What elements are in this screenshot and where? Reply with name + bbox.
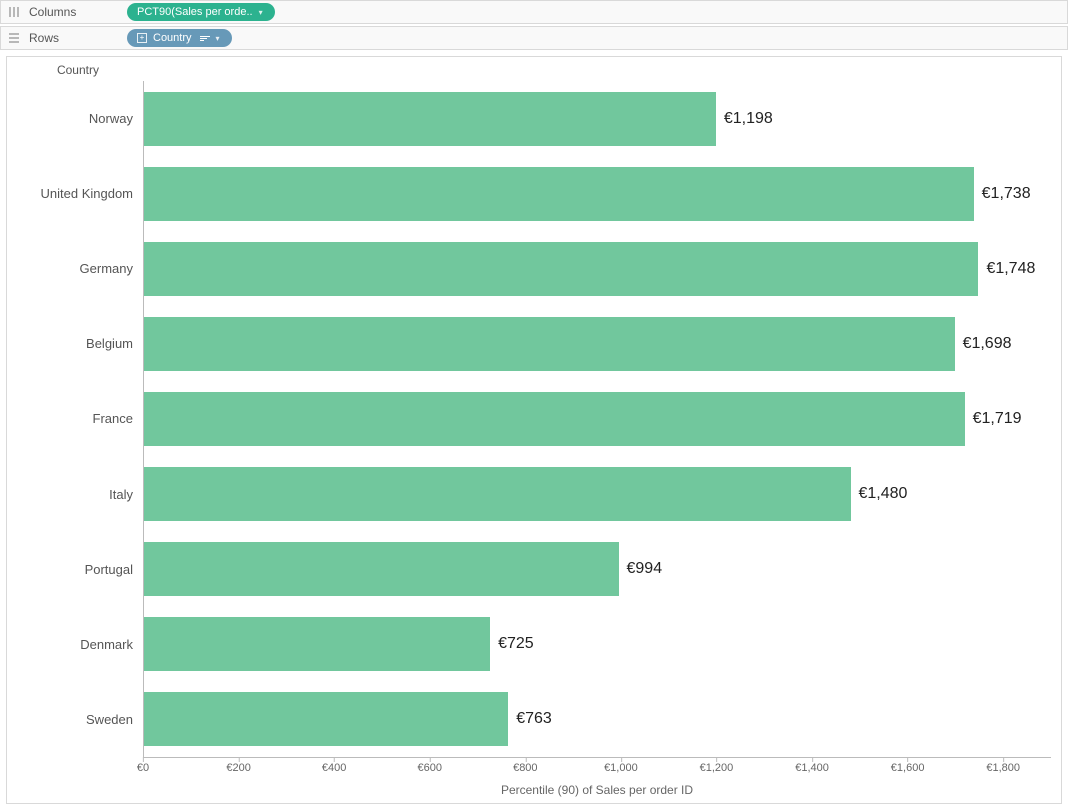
- bar-value-label: €1,480: [859, 485, 908, 503]
- bar[interactable]: [144, 317, 955, 371]
- bar-value-label: €1,719: [973, 410, 1022, 428]
- bar[interactable]: [144, 167, 974, 221]
- bar-row[interactable]: €763: [144, 682, 1051, 757]
- bar-row[interactable]: €1,738: [144, 156, 1051, 231]
- bar-row[interactable]: €1,719: [144, 381, 1051, 456]
- chart-body: NorwayUnited KingdomGermanyBelgiumFrance…: [13, 81, 1051, 757]
- axis-spacer: [13, 757, 143, 799]
- row-header-title: Country: [13, 63, 143, 77]
- bar-value-label: €763: [516, 710, 552, 728]
- rows-shelf[interactable]: Rows + Country ▾: [0, 26, 1068, 50]
- bar[interactable]: [144, 692, 508, 746]
- axis-tick: €400: [322, 762, 346, 774]
- columns-shelf[interactable]: Columns PCT90(Sales per orde.. ▾: [0, 0, 1068, 24]
- bar[interactable]: [144, 242, 978, 296]
- columns-icon: [7, 5, 21, 19]
- rows-pill[interactable]: + Country ▾: [127, 29, 232, 47]
- bar-row[interactable]: €1,198: [144, 81, 1051, 156]
- root: Columns PCT90(Sales per orde.. ▾ Rows + …: [0, 0, 1068, 810]
- row-label: Germany: [13, 231, 143, 306]
- row-label: Denmark: [13, 607, 143, 682]
- row-label: Italy: [13, 457, 143, 532]
- bar-row[interactable]: €1,698: [144, 306, 1051, 381]
- bar[interactable]: [144, 542, 619, 596]
- axis-tick: €1,000: [604, 762, 638, 774]
- axis-tick: €0: [137, 762, 149, 774]
- rows-icon: [7, 31, 21, 45]
- x-axis-title: Percentile (90) of Sales per order ID: [501, 783, 693, 797]
- axis-tick: €1,200: [700, 762, 734, 774]
- chevron-down-icon: ▾: [216, 34, 220, 43]
- row-label: Portugal: [13, 532, 143, 607]
- axis-tick: €200: [226, 762, 250, 774]
- row-label: France: [13, 381, 143, 456]
- bar-row[interactable]: €1,480: [144, 457, 1051, 532]
- axis-tick: €800: [513, 762, 537, 774]
- bar-value-label: €1,698: [963, 335, 1012, 353]
- bar-row[interactable]: €1,748: [144, 231, 1051, 306]
- sort-icon: [200, 36, 210, 41]
- columns-shelf-label: Columns: [29, 5, 119, 19]
- row-label: Belgium: [13, 306, 143, 381]
- row-header-cell: Country: [13, 63, 143, 81]
- row-label: United Kingdom: [13, 156, 143, 231]
- viz-area: Country NorwayUnited KingdomGermanyBelgi…: [6, 56, 1062, 804]
- axis-tick: €600: [417, 762, 441, 774]
- bar-row[interactable]: €994: [144, 532, 1051, 607]
- chevron-down-icon: ▾: [259, 8, 263, 17]
- bar-value-label: €1,738: [982, 185, 1031, 203]
- axis-row: Percentile (90) of Sales per order ID €0…: [13, 757, 1051, 799]
- bar-value-label: €1,748: [986, 260, 1035, 278]
- row-label: Sweden: [13, 682, 143, 757]
- axis-tick: €1,400: [795, 762, 829, 774]
- bar[interactable]: [144, 392, 965, 446]
- rows-pill-label: Country: [153, 32, 192, 44]
- bar-value-label: €1,198: [724, 110, 773, 128]
- x-axis: Percentile (90) of Sales per order ID €0…: [143, 757, 1051, 799]
- columns-pill-label: PCT90(Sales per orde..: [137, 6, 253, 18]
- row-labels-column: NorwayUnited KingdomGermanyBelgiumFrance…: [13, 81, 143, 757]
- rows-shelf-label: Rows: [29, 31, 119, 45]
- axis-tick: €1,600: [891, 762, 925, 774]
- header-spacer: [143, 63, 1051, 81]
- row-label: Norway: [13, 81, 143, 156]
- header-row: Country: [13, 63, 1051, 81]
- expand-icon: +: [137, 33, 147, 43]
- bar-row[interactable]: €725: [144, 607, 1051, 682]
- bar-value-label: €725: [498, 635, 534, 653]
- bar[interactable]: [144, 467, 851, 521]
- bar-value-label: €994: [627, 560, 663, 578]
- bar[interactable]: [144, 92, 716, 146]
- bars-column: €1,198 €1,738 €1,748 €1,698 €1,719 €1,480 €994…: [143, 81, 1051, 757]
- bar[interactable]: [144, 617, 490, 671]
- columns-pill[interactable]: PCT90(Sales per orde.. ▾: [127, 3, 275, 21]
- axis-tick: €1,800: [986, 762, 1020, 774]
